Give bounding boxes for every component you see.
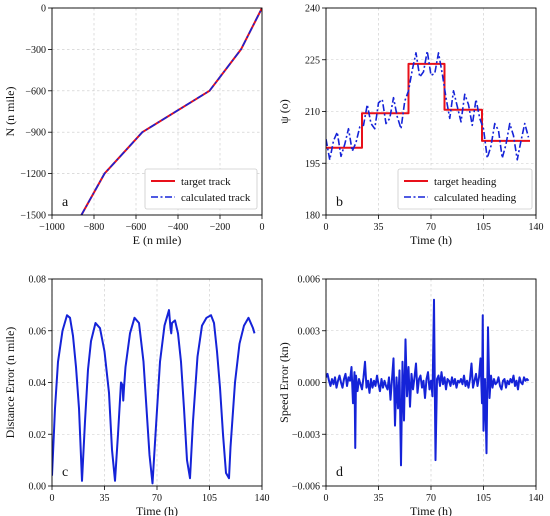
x-tick-label: −800 xyxy=(84,222,105,233)
y-tick-label: 0.06 xyxy=(29,326,47,337)
legend-label-0: target track xyxy=(181,176,231,188)
legend: target track calculated track xyxy=(144,168,258,210)
y-tick-label: 210 xyxy=(305,107,320,118)
legend-box xyxy=(397,168,533,210)
y-tick-label: −300 xyxy=(25,45,46,56)
x-tick-label: 70 xyxy=(152,493,162,504)
x-tick-label: 35 xyxy=(374,222,384,233)
axes-frame xyxy=(51,7,263,216)
y-axis-label: Distance Error (n mile) xyxy=(3,327,17,439)
panel-letter: d xyxy=(336,465,343,480)
x-tick-label: 70 xyxy=(426,222,436,233)
series-line-c-0 xyxy=(52,309,256,485)
y-tick-label: 0.00 xyxy=(29,482,47,493)
x-tick-label: 140 xyxy=(529,493,544,504)
panel-letter: a xyxy=(62,195,69,210)
panel-c: 0 35 70 105 140 0.00 0.02 0.04 0.06 0.08 Time (h) D… xyxy=(3,275,270,516)
x-tick-label: −400 xyxy=(168,222,189,233)
x-tick-label: −600 xyxy=(126,222,147,233)
y-tick-label: −1500 xyxy=(20,211,46,222)
y-tick-label: 0.006 xyxy=(298,275,321,286)
panel-a: −1000 −800 −600 −400 −200 0 −1500 −1200 −900 −600… xyxy=(3,4,265,248)
series-line-d-0 xyxy=(326,298,530,467)
y-tick-label: 0.02 xyxy=(29,430,47,441)
x-tick-label: 0 xyxy=(324,493,329,504)
legend-box xyxy=(144,168,258,210)
series-line-a-1 xyxy=(80,8,262,215)
y-tick-label: 0.000 xyxy=(298,378,321,389)
x-axis-label: Time (h) xyxy=(410,504,452,516)
legend: target heading calculated heading xyxy=(397,168,533,210)
panel-letter: b xyxy=(336,195,343,210)
x-tick-label: 35 xyxy=(100,493,110,504)
y-tick-label: −900 xyxy=(25,128,46,139)
x-tick-label: 140 xyxy=(255,493,270,504)
x-tick-label: 0 xyxy=(324,222,329,233)
y-axis-label: N (n mile) xyxy=(3,87,17,137)
legend-label-1: calculated track xyxy=(181,192,251,204)
legend-label-0: target heading xyxy=(434,176,497,188)
x-tick-label: 70 xyxy=(426,493,436,504)
x-tick-label: 0 xyxy=(50,493,55,504)
y-tick-label: 0.003 xyxy=(298,326,321,337)
panel-b: 0 35 70 105 140 180 195 210 225 240 Time (h) ψ (o) b… xyxy=(277,4,544,248)
x-axis-label: Time (h) xyxy=(410,233,452,247)
y-tick-label: 0.08 xyxy=(29,275,47,286)
panel-d: 0 35 70 105 140 −0.006 −0.003 0.000 0.003 0.006 Ti… xyxy=(277,275,544,516)
x-axis-label: Time (h) xyxy=(136,504,178,516)
y-axis-label: Speed Error (kn) xyxy=(277,342,291,423)
y-tick-label: −600 xyxy=(25,86,46,97)
y-tick-label: 180 xyxy=(305,211,320,222)
y-tick-label: 195 xyxy=(305,159,320,170)
legend-label-1: calculated heading xyxy=(434,192,517,204)
panel-letter: c xyxy=(62,465,68,480)
y-axis-label: ψ (o) xyxy=(277,99,291,124)
x-tick-label: 35 xyxy=(374,493,384,504)
x-tick-label: −1000 xyxy=(39,222,65,233)
y-tick-label: 225 xyxy=(305,55,320,66)
y-tick-label: −1200 xyxy=(20,169,46,180)
y-tick-label: 0.04 xyxy=(29,378,47,389)
y-tick-label: 240 xyxy=(305,4,320,15)
x-tick-label: 105 xyxy=(202,493,217,504)
x-tick-label: 0 xyxy=(260,222,265,233)
x-tick-label: −200 xyxy=(210,222,231,233)
x-tick-label: 105 xyxy=(476,493,491,504)
series-line-b-1 xyxy=(326,50,530,161)
x-tick-label: 140 xyxy=(529,222,544,233)
y-tick-label: 0 xyxy=(41,4,46,15)
y-tick-label: −0.006 xyxy=(292,482,320,493)
x-tick-label: 105 xyxy=(476,222,491,233)
y-tick-label: −0.003 xyxy=(292,430,320,441)
x-axis-label: E (n mile) xyxy=(133,233,182,247)
